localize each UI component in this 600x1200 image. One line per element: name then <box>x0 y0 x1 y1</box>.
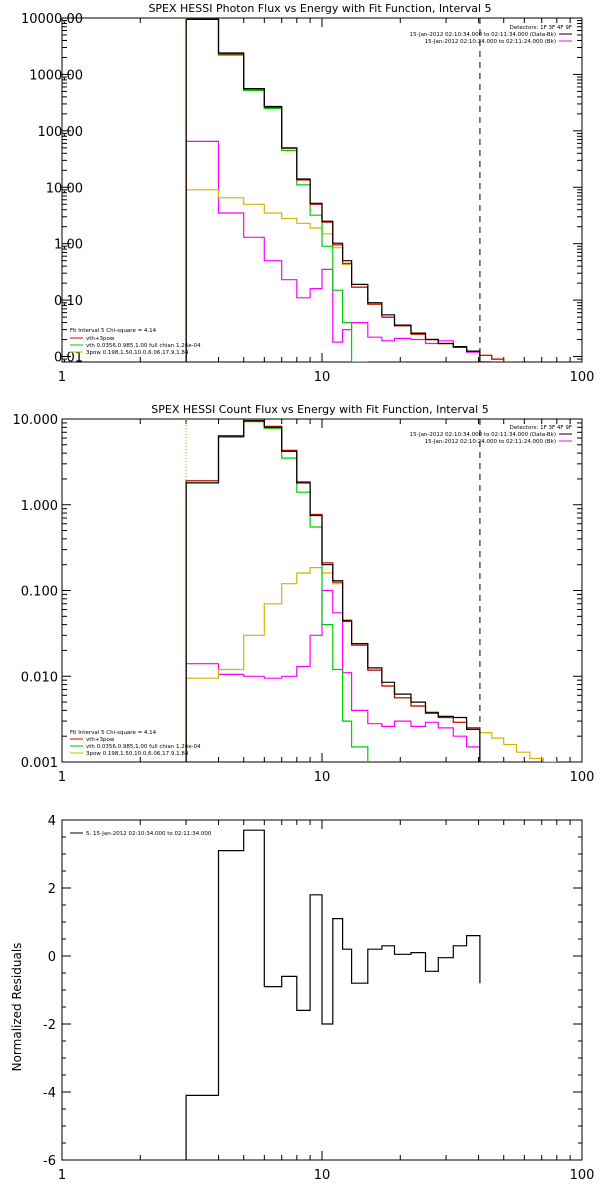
legend-entry-3pow: 3pow 0.198,1.50,10.0,6.06,17.9,1.84 <box>86 751 189 757</box>
detectors-label: Detectors: 1F 3F 4F 9F <box>510 425 572 431</box>
legend-entry-vth: vth 0.0356,0.985,1.00 full chian 1.26e-0… <box>86 343 201 349</box>
plot-frame <box>61 17 583 363</box>
count-flux-header: Detectors: 1F 3F 4F 9F 15-Jan-2012 02:10… <box>410 425 572 445</box>
background-interval-label: 15-Jan-2012 02:10:24.000 to 02:11:24.000… <box>425 439 556 445</box>
x-tick-label: 100 <box>570 770 595 785</box>
photon-flux-legend: Fit Interval 5 Chi-square = 4.14 vth+3po… <box>70 328 201 356</box>
series-residuals <box>185 829 481 1160</box>
x-tick-label: 10 <box>314 370 331 385</box>
x-tick-label: 1 <box>58 770 66 785</box>
photon-flux-panel: SPEX HESSI Photon Flux vs Energy with Fi… <box>21 2 594 385</box>
y-tick-label: 0.01 <box>54 351 83 366</box>
data-interval-label: 15-Jan-2012 02:10:34.000 to 02:11:34.000… <box>410 432 556 438</box>
panel-title: SPEX HESSI Photon Flux vs Energy with Fi… <box>148 2 491 15</box>
panel-title: SPEX HESSI Count Flux vs Energy with Fit… <box>151 403 488 416</box>
x-tick-label: 1 <box>58 1168 66 1183</box>
y-tick-label: 10.000 <box>13 413 59 428</box>
y-tick-label: 0.010 <box>21 670 58 685</box>
legend-entry-vth-3pow: vth+3pow <box>86 737 115 743</box>
legend-title: Fit Interval 5 Chi-square = 4.14 <box>70 730 157 736</box>
residuals-legend: 5. 15-Jan-2012 02:10:34.000 to 02:11:34.… <box>86 831 212 837</box>
series-vth <box>185 18 368 362</box>
y-tick-label: 0.100 <box>21 585 58 600</box>
x-tick-label: 10 <box>314 770 331 785</box>
y-tick-label: -2 <box>43 1018 56 1033</box>
series-3pow <box>185 189 505 362</box>
series-vth+3pow <box>185 18 505 362</box>
x-tick-label: 10 <box>314 1168 331 1183</box>
series-data <box>185 420 481 762</box>
x-tick-label: 100 <box>570 370 595 385</box>
y-tick-label: 10.00 <box>46 181 83 196</box>
legend-title: Fit Interval 5 Chi-square = 4.14 <box>70 328 157 334</box>
y-tick-label: 2 <box>48 882 56 897</box>
y-tick-label: 100.00 <box>38 125 84 140</box>
y-tick-label: 0 <box>48 950 56 965</box>
series-3pow <box>185 567 557 762</box>
y-tick-label: 1.00 <box>54 238 83 253</box>
y-tick-label: 10000.00 <box>21 12 83 27</box>
count-flux-legend: Fit Interval 5 Chi-square = 4.14 vth+3po… <box>70 730 201 757</box>
series-vth <box>185 421 369 762</box>
residuals-plot: 1 10 100 -6 -4 -2 0 2 4 <box>43 814 594 1183</box>
y-axis-label: Normalized Residuals <box>10 943 24 1072</box>
residuals-panel: Normalized Residuals 1 10 100 -6 -4 -2 0 2 4 5. … <box>10 814 594 1183</box>
data-interval-label: 15-Jan-2012 02:10:34.000 to 02:11:34.000… <box>410 32 556 38</box>
detectors-label: Detectors: 1F 3F 4F 9F <box>510 25 572 31</box>
legend-entry-vth: vth 0.0356,0.985,1.00 full chian 1.26e-0… <box>86 744 201 750</box>
legend-entry-vth-3pow: vth+3pow <box>86 336 115 342</box>
series-data <box>185 18 492 362</box>
y-tick-label: 4 <box>48 814 56 829</box>
legend-entry-interval: 5. 15-Jan-2012 02:10:34.000 to 02:11:34.… <box>86 831 212 837</box>
y-tick-label: -6 <box>43 1154 56 1169</box>
y-tick-label: 1.000 <box>21 499 58 514</box>
x-tick-label: 1 <box>58 370 66 385</box>
background-interval-label: 15-Jan-2012 02:10:24.000 to 02:11:24.000… <box>425 39 556 45</box>
series-background <box>185 589 481 762</box>
count-flux-plot: 1 10 100 0.001 0.010 0.100 1.000 10.000 <box>13 413 595 785</box>
legend-entry-3pow: 3pow 0.198,1.50,10.0,6.06,17.9,1.84 <box>86 350 189 356</box>
x-tick-label: 100 <box>570 1168 595 1183</box>
photon-flux-header: Detectors: 1F 3F 4F 9F 15-Jan-2012 02:10… <box>410 25 572 45</box>
y-tick-label: -4 <box>43 1086 56 1101</box>
y-tick-label: 1000.00 <box>29 68 83 83</box>
y-tick-label: 0.001 <box>21 756 58 771</box>
y-tick-label: 0.10 <box>54 294 83 309</box>
count-flux-panel: SPEX HESSI Count Flux vs Energy with Fit… <box>13 403 595 785</box>
photon-flux-plot: 1 10 100 0.01 0.10 1.00 10.00 100.00 1000.00 1000… <box>21 12 594 385</box>
